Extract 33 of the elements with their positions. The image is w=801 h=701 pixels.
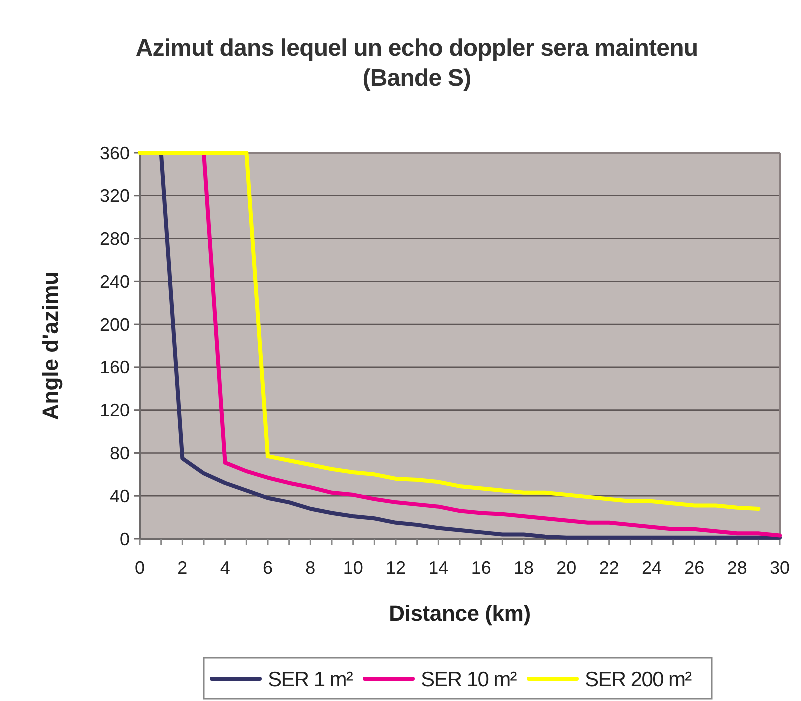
x-tick-label: 2	[178, 558, 188, 578]
x-tick-label: 22	[599, 558, 620, 578]
chart-title: Azimut dans lequel un echo doppler sera maintenu	[136, 35, 698, 62]
x-tick-label: 8	[306, 558, 316, 578]
x-tick-label: 12	[386, 558, 406, 578]
x-tick-label: 14	[428, 558, 449, 578]
x-axis-title: Distance (km)	[389, 601, 531, 626]
x-tick-label: 28	[727, 558, 748, 578]
legend-label: SER 200 m²	[585, 668, 692, 692]
x-tick-label: 26	[684, 558, 705, 578]
x-tick-label: 24	[642, 558, 662, 578]
y-tick-label: 200	[100, 314, 130, 335]
y-tick-label: 320	[100, 186, 130, 206]
y-tick-label: 120	[100, 400, 130, 421]
x-tick-label: 4	[220, 558, 230, 578]
x-tick-label: 30	[770, 558, 790, 578]
y-tick-label: 280	[100, 229, 130, 250]
x-tick-label: 6	[262, 558, 274, 578]
y-tick-label: 0	[120, 529, 130, 550]
chart-subtitle: (Bande S)	[362, 65, 472, 92]
y-tick-label: 360	[100, 143, 130, 164]
x-tick-label: 0	[134, 558, 146, 578]
y-tick-label: 40	[110, 486, 130, 506]
x-tick-label: 10	[343, 558, 364, 578]
x-tick-label: 20	[556, 558, 577, 578]
y-tick-label: 160	[100, 358, 130, 378]
y-tick-label: 240	[100, 272, 130, 292]
x-tick-label: 16	[471, 558, 492, 578]
y-axis-title: Angle d'azimu	[38, 272, 63, 420]
x-tick-label: 18	[514, 558, 534, 578]
y-tick-label: 80	[110, 444, 130, 464]
legend-label: SER 1 m²	[268, 668, 354, 692]
legend-label: SER 10 m²	[421, 668, 518, 692]
